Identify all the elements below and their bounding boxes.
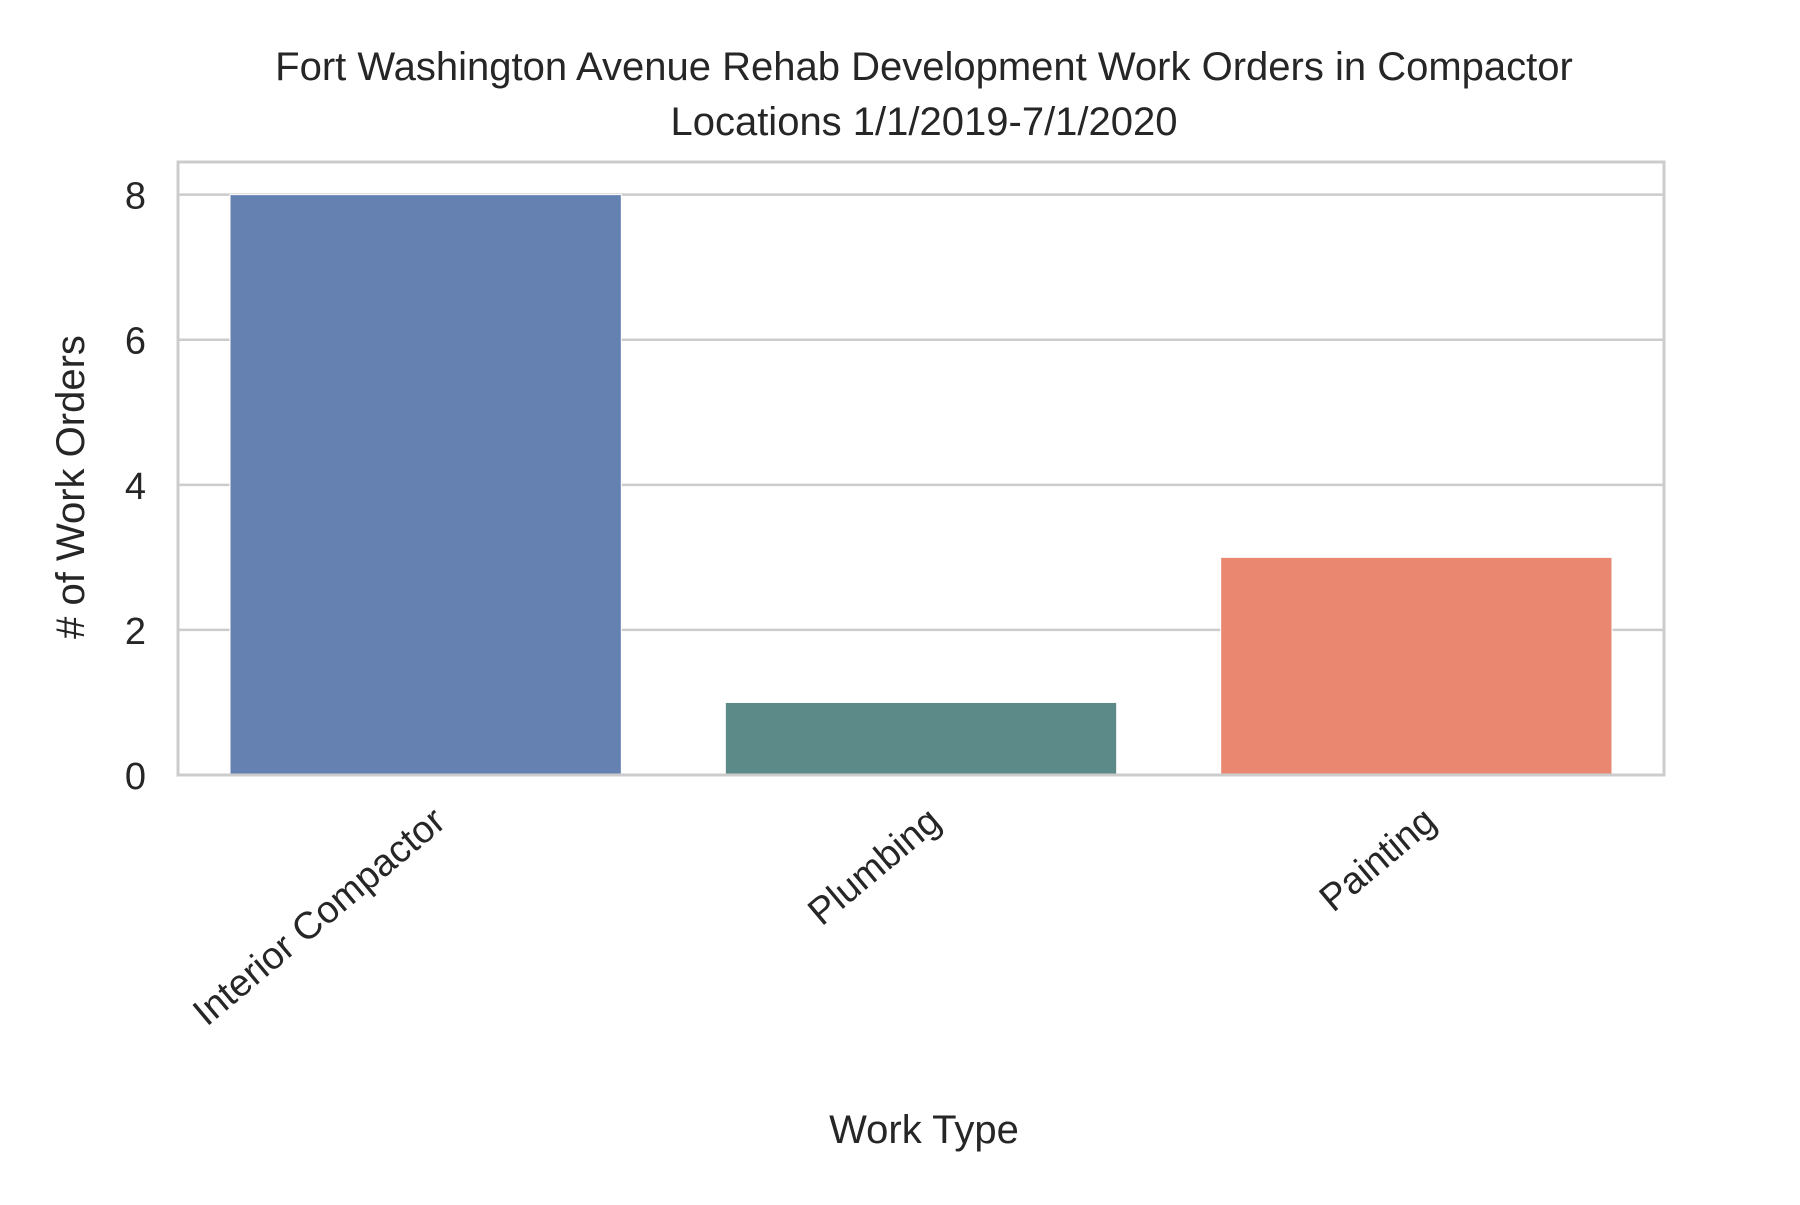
- bar-2: [1220, 556, 1613, 776]
- y-tick-label-3: 6: [125, 321, 146, 363]
- x-tick-label-0: Interior Compactor: [185, 800, 453, 1035]
- y-tick-label-2: 4: [125, 466, 146, 508]
- y-tick-label-4: 8: [125, 176, 146, 218]
- y-tick-label-1: 2: [125, 611, 146, 653]
- x-axis-label: Work Type: [829, 1108, 1019, 1152]
- y-axis-label: # of Work Orders: [49, 335, 93, 639]
- x-tick-label-2: Painting: [1312, 800, 1444, 920]
- bar-0: [229, 194, 622, 776]
- y-tick-label-0: 0: [125, 756, 146, 798]
- axes-frame: [176, 160, 1666, 777]
- plot-area: 0 2 4 6 8 Interior Compactor Plumbing Painting: [125, 160, 1666, 1035]
- chart-title-line-1: Fort Washington Avenue Rehab Development…: [275, 45, 1573, 89]
- chart-title-line-2: Locations 1/1/2019-7/1/2020: [670, 100, 1177, 144]
- bar-1: [724, 701, 1118, 776]
- x-tick-label-1: Plumbing: [800, 800, 948, 934]
